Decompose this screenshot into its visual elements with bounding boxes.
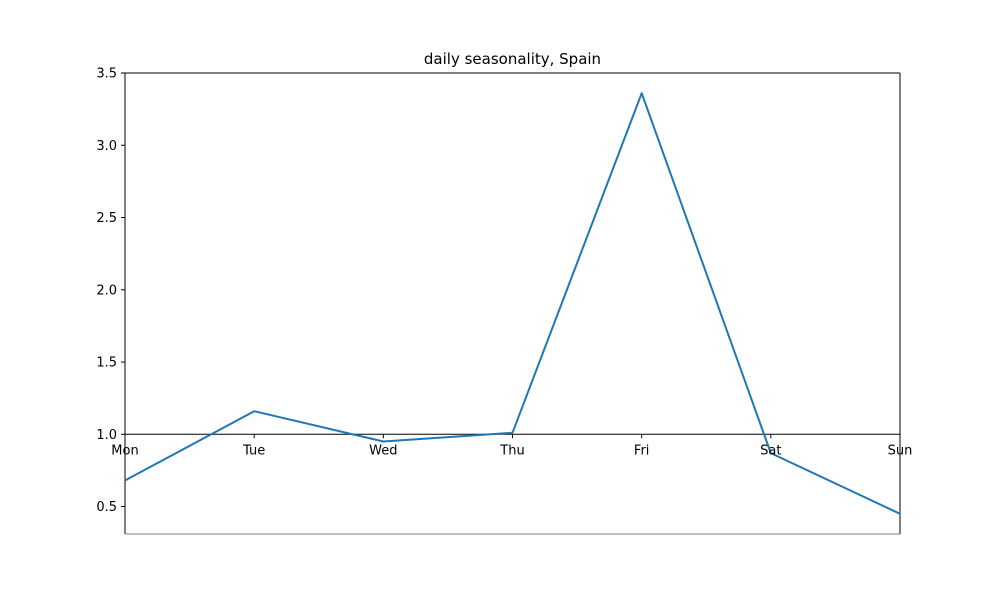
y-tick-label: 3.5 <box>96 67 117 82</box>
y-tick-label: 1.0 <box>96 428 117 443</box>
y-tick-label: 1.5 <box>96 356 117 371</box>
x-tick-label: Sat <box>760 443 781 458</box>
x-tick-label: Mon <box>111 443 138 458</box>
x-tick-label: Tue <box>242 443 265 458</box>
y-tick-label: 2.5 <box>96 211 117 226</box>
y-tick-label: 2.0 <box>96 283 117 298</box>
chart-title: daily seasonality, Spain <box>424 50 601 68</box>
y-tick-label: 0.5 <box>96 500 117 515</box>
x-tick-label: Wed <box>369 443 397 458</box>
x-tick-label: Sun <box>888 443 913 458</box>
y-tick-label: 3.0 <box>96 139 117 154</box>
axes <box>121 73 900 534</box>
x-tick-label: Fri <box>634 443 650 458</box>
x-tick-label: Thu <box>499 443 524 458</box>
tick-labels: 0.5 1.0 1.5 2.0 2.5 3.0 3.5 Mon Tue Wed Thu Fri Sat S… <box>96 67 912 516</box>
